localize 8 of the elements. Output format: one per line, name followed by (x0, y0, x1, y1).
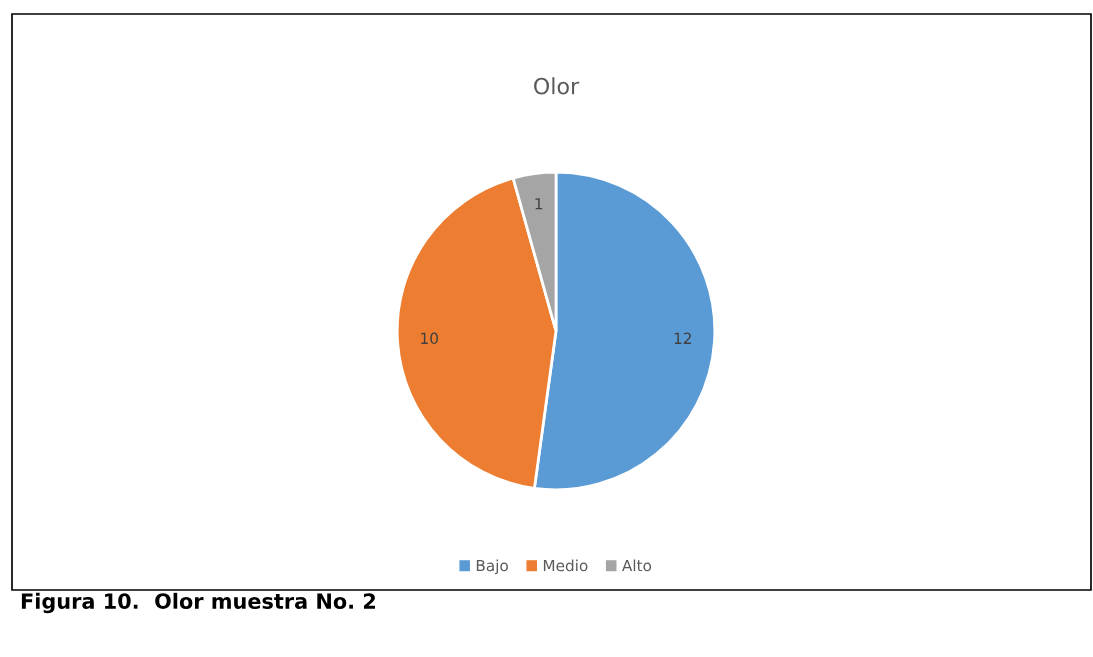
chart-title: Olor (534, 77, 580, 95)
data-label: 12 (674, 332, 691, 344)
legend-label: Medio (543, 559, 588, 572)
text: Figura 10. Olor muestra No. 2 (21, 592, 376, 614)
data-label: 10 (421, 332, 438, 345)
legend-label: Bajo (476, 559, 508, 575)
legend-label: Alto (622, 559, 652, 572)
data-label: 1 (535, 198, 543, 210)
